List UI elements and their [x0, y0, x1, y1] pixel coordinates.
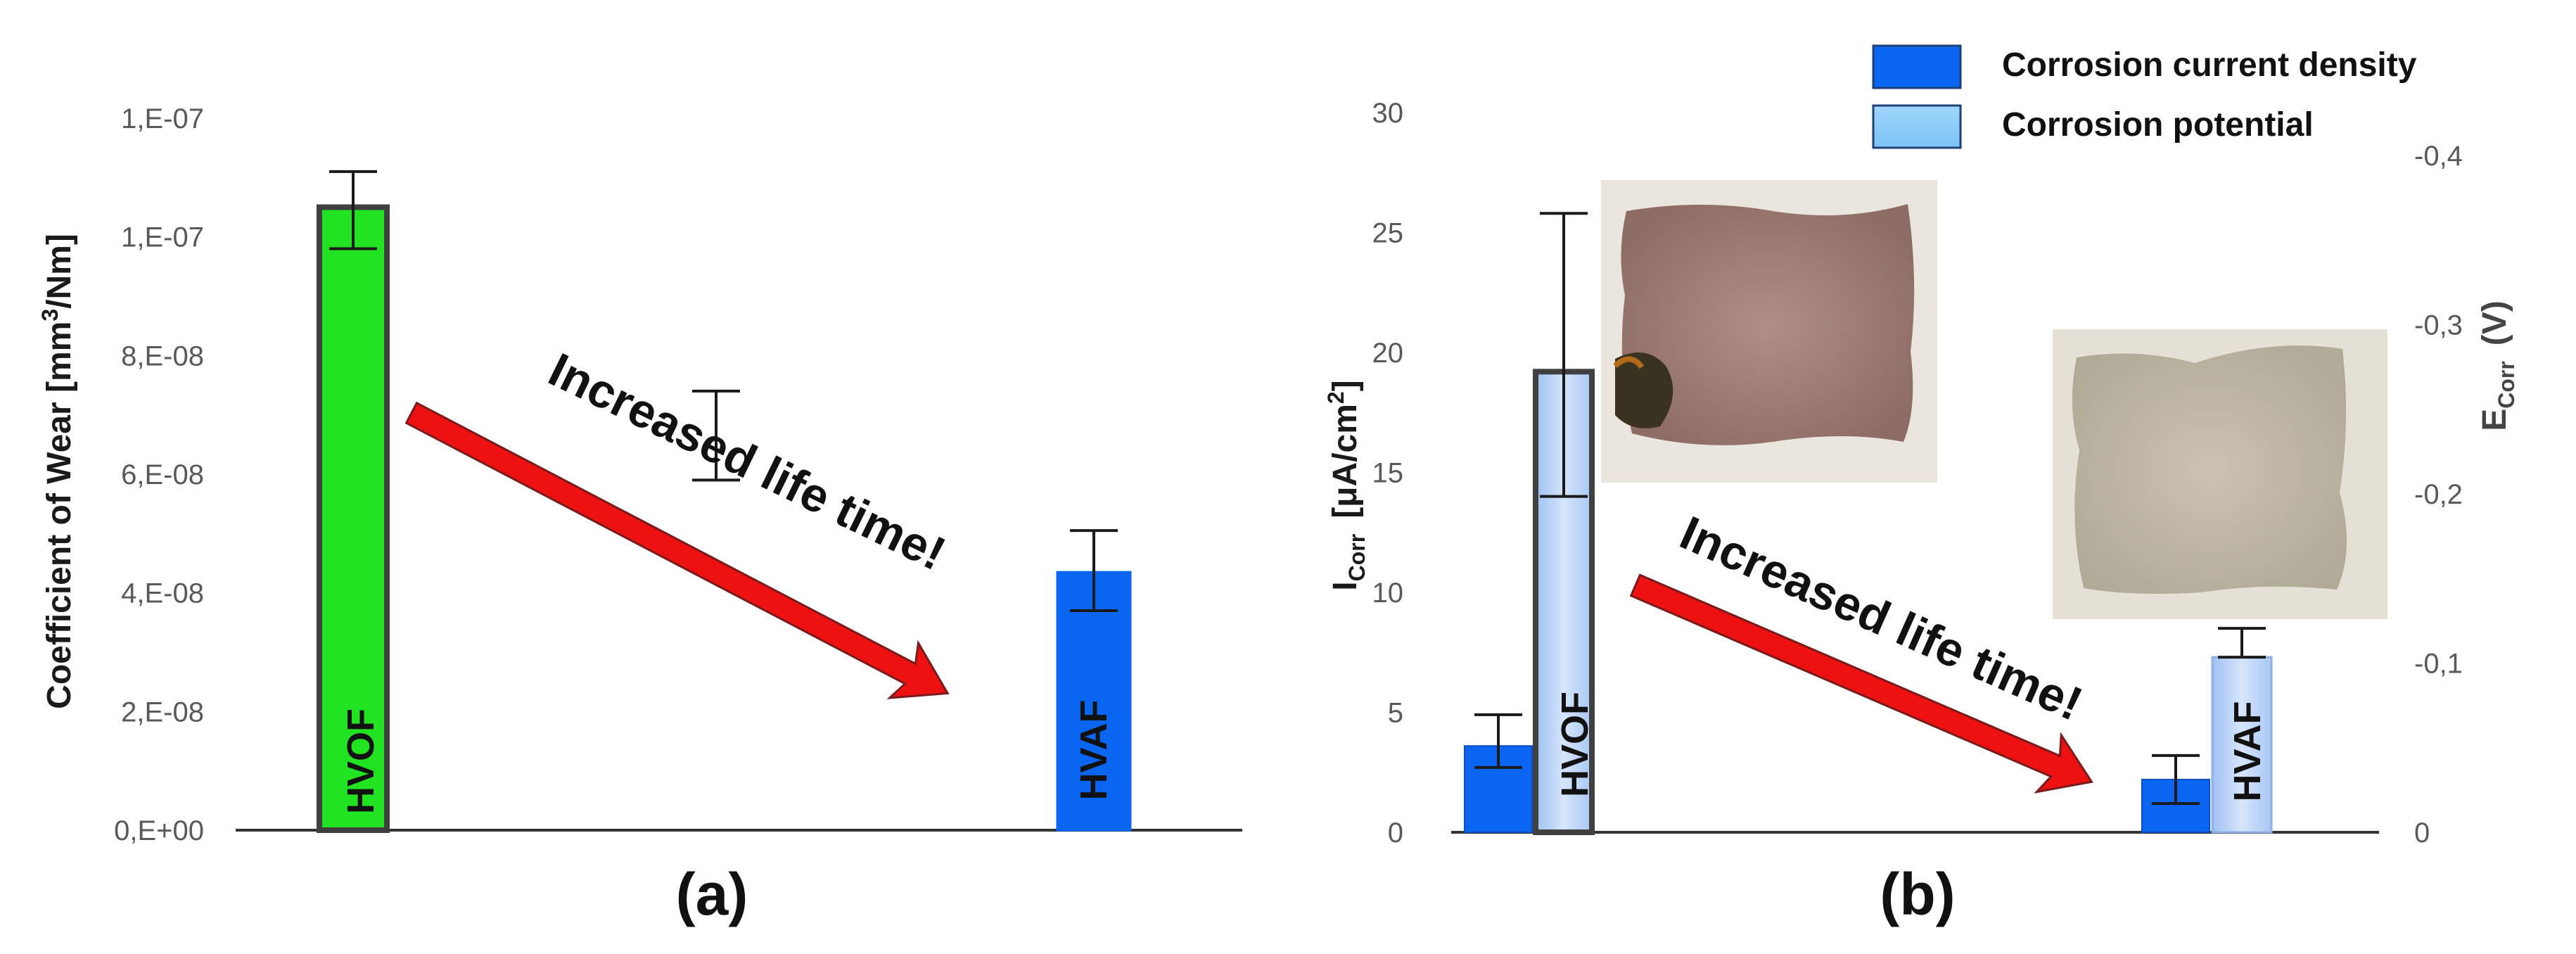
panel-b-y2label-unit: (V)	[2476, 300, 2513, 345]
hvof-wear-error-bar	[329, 170, 377, 250]
life-time-arrow-b: Increased life time!	[1629, 506, 2093, 794]
life-time-arrow-a: Increased life time!	[404, 343, 954, 699]
panel-a-y-tick-label: 1,E-07	[121, 103, 204, 134]
panel-a-y-tick-label: 1,E-07	[121, 222, 204, 253]
hvaf-bar-label: HVAF	[1073, 700, 1115, 801]
panel-a-y-tick-label: 4,E-08	[121, 578, 204, 609]
panel-b-y-tick-label: 15	[1372, 458, 1404, 489]
stray-error-bar	[692, 389, 740, 482]
legend-swatch-current-density	[1872, 44, 1962, 89]
hvof-wear-bar	[317, 204, 390, 833]
panel-a-y-ticks: 0,E+00 2,E-08 4,E-08 6,E-08 8,E-08 1,E-07 1,E-…	[114, 103, 204, 846]
panel-b-y2-tick-label: -0,2	[2414, 479, 2463, 510]
arrow-annotation-a: Increased life time!	[541, 343, 954, 580]
hvof-potential-error-bar	[1540, 212, 1588, 498]
legend-label-potential: Corrosion potential	[2002, 106, 2314, 144]
panel-b-y2-tick-label: -0,4	[2414, 141, 2463, 172]
panel-b-y2label-sub: Corr	[2494, 361, 2519, 409]
panel-a-ylabel-sup: 3	[37, 309, 63, 322]
panel-b-y-ticks: 0 5 10 15 20 25 30	[1372, 98, 1404, 848]
panel-a-ylabel-post: /Nm]	[41, 234, 78, 309]
legend: Corrosion current density Corrosion pote…	[1872, 44, 2417, 149]
panel-b-y2-axis-label: ECorr (V)	[2476, 300, 2519, 431]
panel-b-ylabel-main: I	[1327, 581, 1364, 590]
hvof-current-density-error-bar	[1474, 713, 1522, 769]
panel-a-y-tick-label: 6,E-08	[121, 459, 204, 490]
panel-a-y-tick-label: 0,E+00	[114, 815, 204, 846]
panel-b-y-tick-label: 30	[1372, 98, 1404, 129]
hvof-bar-label: HVOF	[340, 708, 382, 814]
panel-b-y-tick-label: 10	[1372, 578, 1404, 609]
panel-b-y2-tick-label: -0,3	[2414, 310, 2463, 341]
hvof-sample-photo	[1601, 180, 1937, 483]
hvaf-wear-error-bar	[1070, 529, 1118, 612]
panel-b-y-tick-label: 5	[1388, 698, 1403, 729]
panel-b-ylabel-unit: [μA/cm	[1327, 404, 1364, 519]
legend-swatch-potential	[1872, 104, 1962, 149]
panel-b-ylabel-unit-sup: 2	[1323, 391, 1348, 404]
panel-b-y-tick-label: 20	[1372, 338, 1404, 369]
hvaf-category-label-b: HVAF	[2226, 701, 2269, 802]
hvaf-potential-error-bar	[2218, 627, 2266, 659]
panel-b-y2label-main: E	[2476, 409, 2513, 431]
panel-b-ylabel-sub: Corr	[1344, 534, 1370, 582]
panel-b-y-axis-label: ICorr [μA/cm2]	[1323, 380, 1370, 590]
legend-label-current-density: Corrosion current density	[2002, 46, 2417, 84]
panel-b-label: (b)	[1880, 861, 1955, 927]
panel-a: 0,E+00 2,E-08 4,E-08 6,E-08 8,E-08 1,E-07 1,E-…	[37, 103, 1242, 927]
panel-b-y-tick-label: 0	[1388, 818, 1403, 848]
hvof-category-label-b: HVOF	[1554, 692, 1596, 797]
hvaf-sample-photo	[2053, 329, 2387, 619]
panel-b-y-tick-label: 25	[1372, 218, 1404, 249]
panel-b-y2-ticks: 0 -0,1 -0,2 -0,3 -0,4	[2414, 141, 2463, 848]
panel-b-y2-tick-label: -0,1	[2414, 649, 2463, 680]
panel-b-y2-tick-label: 0	[2414, 818, 2430, 848]
panel-a-label: (a)	[676, 861, 748, 927]
panel-b-ylabel-unit-end: ]	[1327, 380, 1364, 391]
panel-a-y-tick-label: 8,E-08	[121, 341, 204, 371]
red-arrow-b	[1629, 573, 2093, 794]
panel-a-ylabel-pre: Coefficient of Wear [mm	[41, 322, 78, 709]
hvaf-current-density-error-bar	[2152, 753, 2200, 806]
panel-a-y-tick-label: 2,E-08	[121, 697, 204, 727]
panel-a-y-axis-label: Coefficient of Wear [mm3/Nm]	[37, 234, 78, 709]
red-arrow-a	[404, 401, 950, 699]
hvaf-wear-bar	[1056, 571, 1132, 832]
